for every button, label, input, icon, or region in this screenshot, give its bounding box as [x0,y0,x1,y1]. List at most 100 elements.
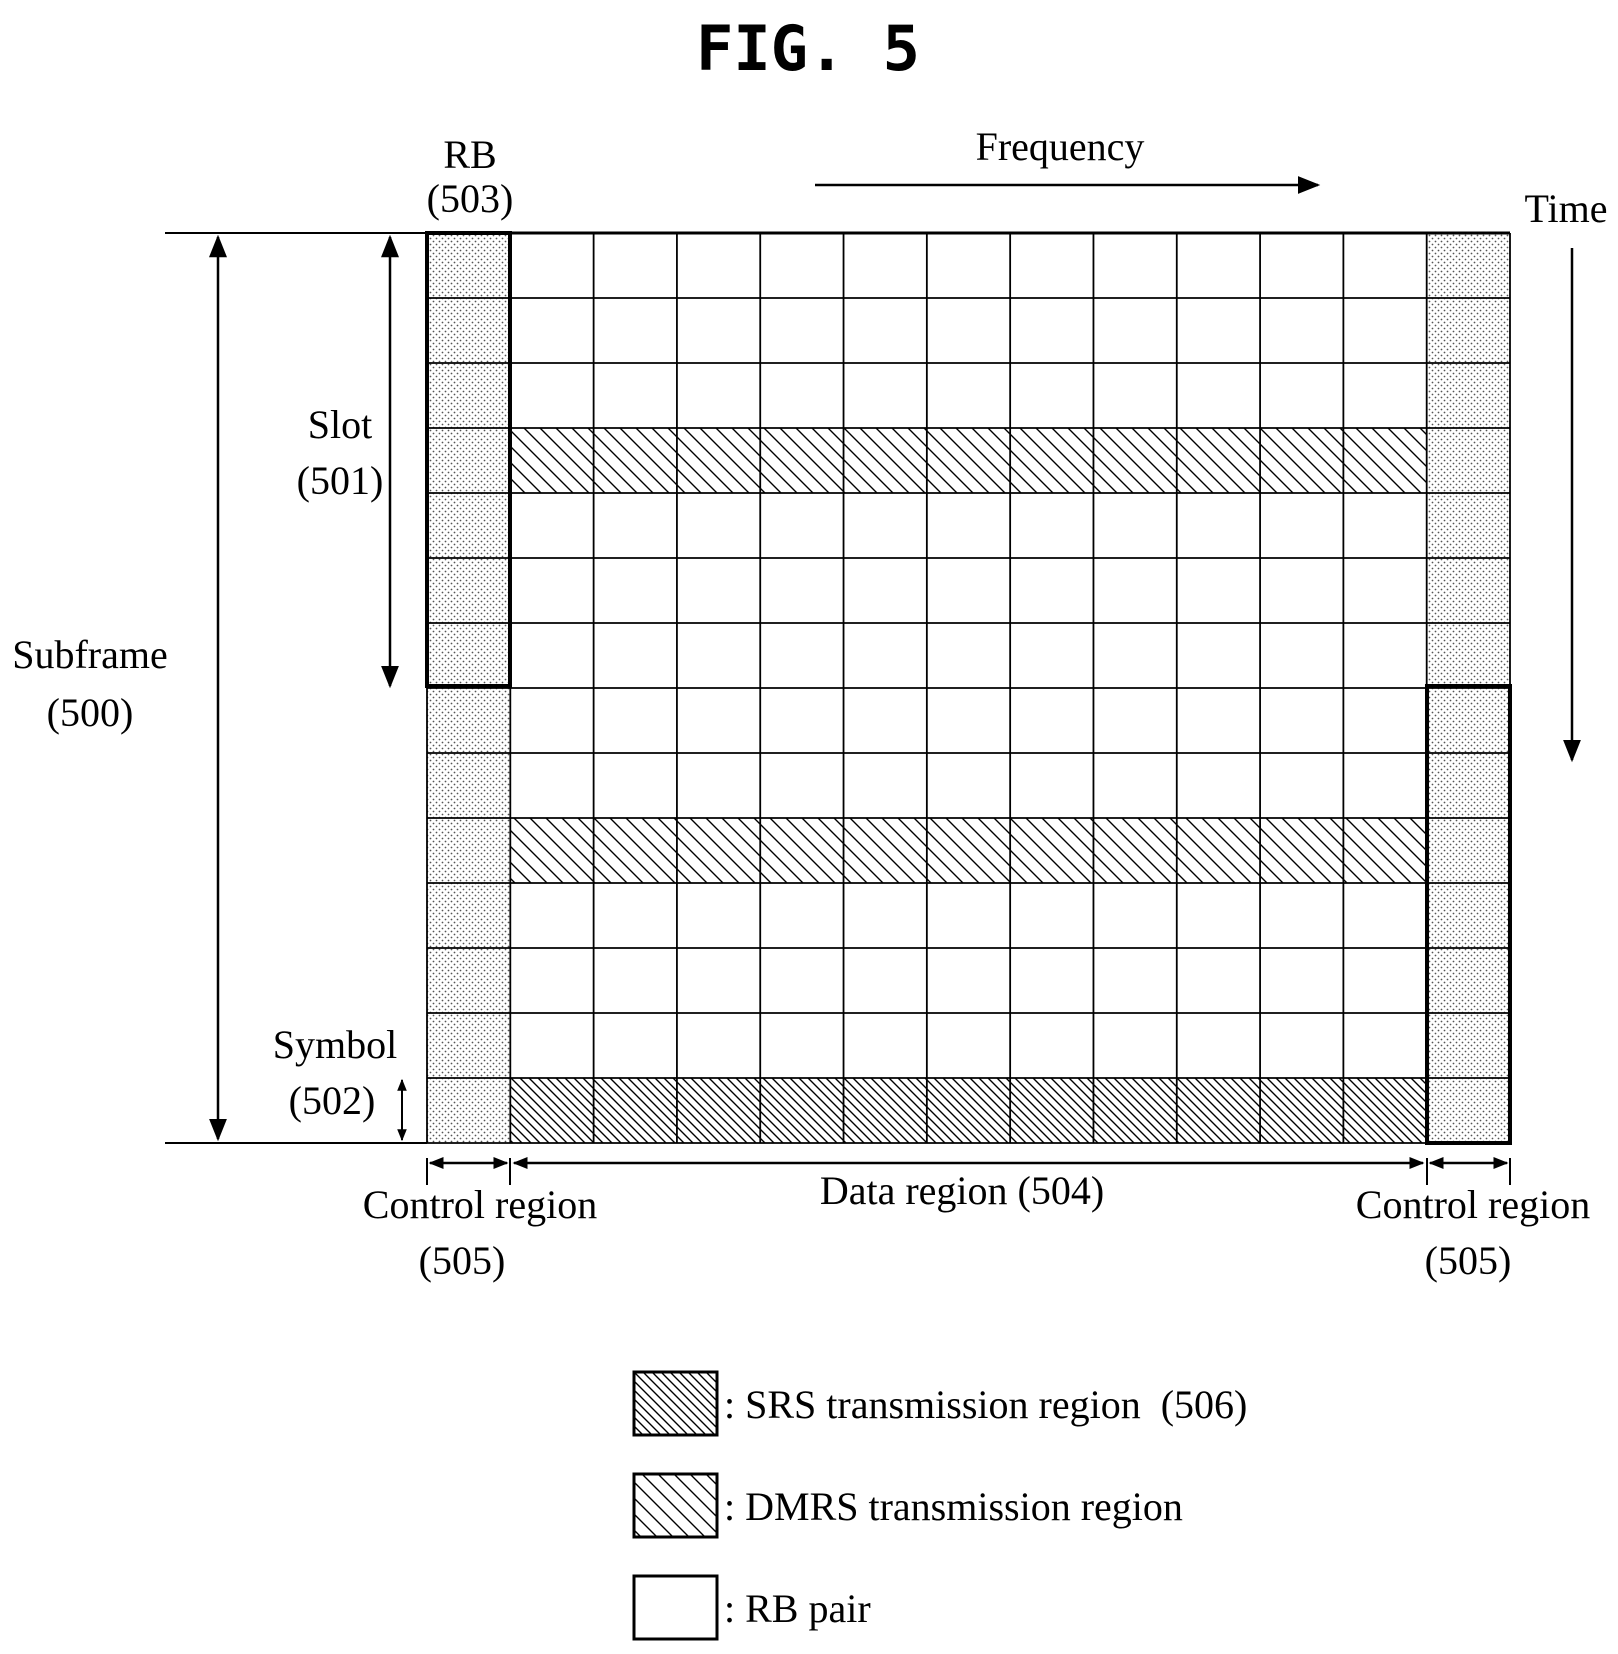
data-cell [677,883,760,948]
data-cell [844,623,927,688]
srs-cell [760,1078,843,1143]
data-cell [1177,558,1260,623]
data-cell [594,363,677,428]
control-right-label: Control region [1356,1182,1590,1227]
control-cell [1427,428,1510,493]
control-cell [1427,883,1510,948]
data-cell [1177,753,1260,818]
slot-number: (501) [297,458,384,503]
data-cell [844,558,927,623]
data-cell [760,753,843,818]
control-right-number: (505) [1425,1238,1512,1283]
dmrs-cell [760,428,843,493]
data-cell [1093,623,1176,688]
data-cell [1260,233,1343,298]
data-cell [510,493,593,558]
data-cell [1093,688,1176,753]
data-cell [1343,623,1426,688]
data-cell [1010,688,1093,753]
data-cell [1010,1013,1093,1078]
control-cell [1427,623,1510,688]
data-cell [594,688,677,753]
data-cell [594,558,677,623]
srs-cell [510,1078,593,1143]
data-cell [1010,233,1093,298]
data-cell [1093,883,1176,948]
data-cell [844,493,927,558]
control-cell [1427,493,1510,558]
data-cell [510,623,593,688]
figure-title: FIG. 5 [696,12,920,85]
srs-cell [1010,1078,1093,1143]
srs-cell [594,1078,677,1143]
data-cell [1177,688,1260,753]
dmrs-cell [1010,818,1093,883]
data-cell [1177,493,1260,558]
data-cell [677,233,760,298]
dmrs-cell [1260,428,1343,493]
data-cell [510,883,593,948]
data-cell [510,558,593,623]
dmrs-cell [594,428,677,493]
control-cell [1427,233,1510,298]
data-cell [760,883,843,948]
data-cell [1010,883,1093,948]
subframe-number: (500) [47,690,134,735]
data-cell [1260,558,1343,623]
data-cell [594,753,677,818]
data-cell [927,623,1010,688]
data-cell [844,948,927,1013]
data-cell [844,233,927,298]
control-cell [1427,558,1510,623]
dmrs-cell [510,428,593,493]
control-cell [1427,363,1510,428]
data-cell [1010,753,1093,818]
srs-cell [1343,1078,1426,1143]
data-cell [510,1013,593,1078]
data-cell [677,753,760,818]
data-cell [1260,1013,1343,1078]
control-cell [1427,688,1510,753]
control-cell [427,688,510,753]
control-cell [427,948,510,1013]
dmrs-cell [1177,818,1260,883]
dmrs-cell [760,818,843,883]
control-cell [427,1078,510,1143]
data-cell [1177,1013,1260,1078]
control-cell [427,1013,510,1078]
dmrs-cell [677,818,760,883]
data-cell [1177,298,1260,363]
data-cell [594,623,677,688]
data-cell [927,948,1010,1013]
data-cell [1343,1013,1426,1078]
dmrs-cell [844,428,927,493]
control-cell [427,233,510,298]
data-cell [1343,493,1426,558]
control-cell [1427,298,1510,363]
slot-label: Slot [308,402,372,447]
data-cell [760,493,843,558]
data-cell [1177,363,1260,428]
data-cell [1093,363,1176,428]
legend-srs-label: : SRS transmission region (506) [724,1382,1247,1427]
control-cell [427,493,510,558]
symbol-label: Symbol [273,1022,397,1067]
data-cell [1093,1013,1176,1078]
data-cell [1093,298,1176,363]
data-cell [1177,623,1260,688]
rb-label: RB [443,132,496,177]
data-cell [677,623,760,688]
data-cell [760,623,843,688]
control-left-number: (505) [419,1238,506,1283]
data-cell [1093,558,1176,623]
data-cell [844,363,927,428]
data-cell [677,363,760,428]
data-cell [1260,753,1343,818]
data-cell [1260,688,1343,753]
data-cell [1343,753,1426,818]
legend-rb-pair-swatch [634,1576,717,1639]
data-cell [594,883,677,948]
dmrs-cell [1177,428,1260,493]
control-cell [427,818,510,883]
